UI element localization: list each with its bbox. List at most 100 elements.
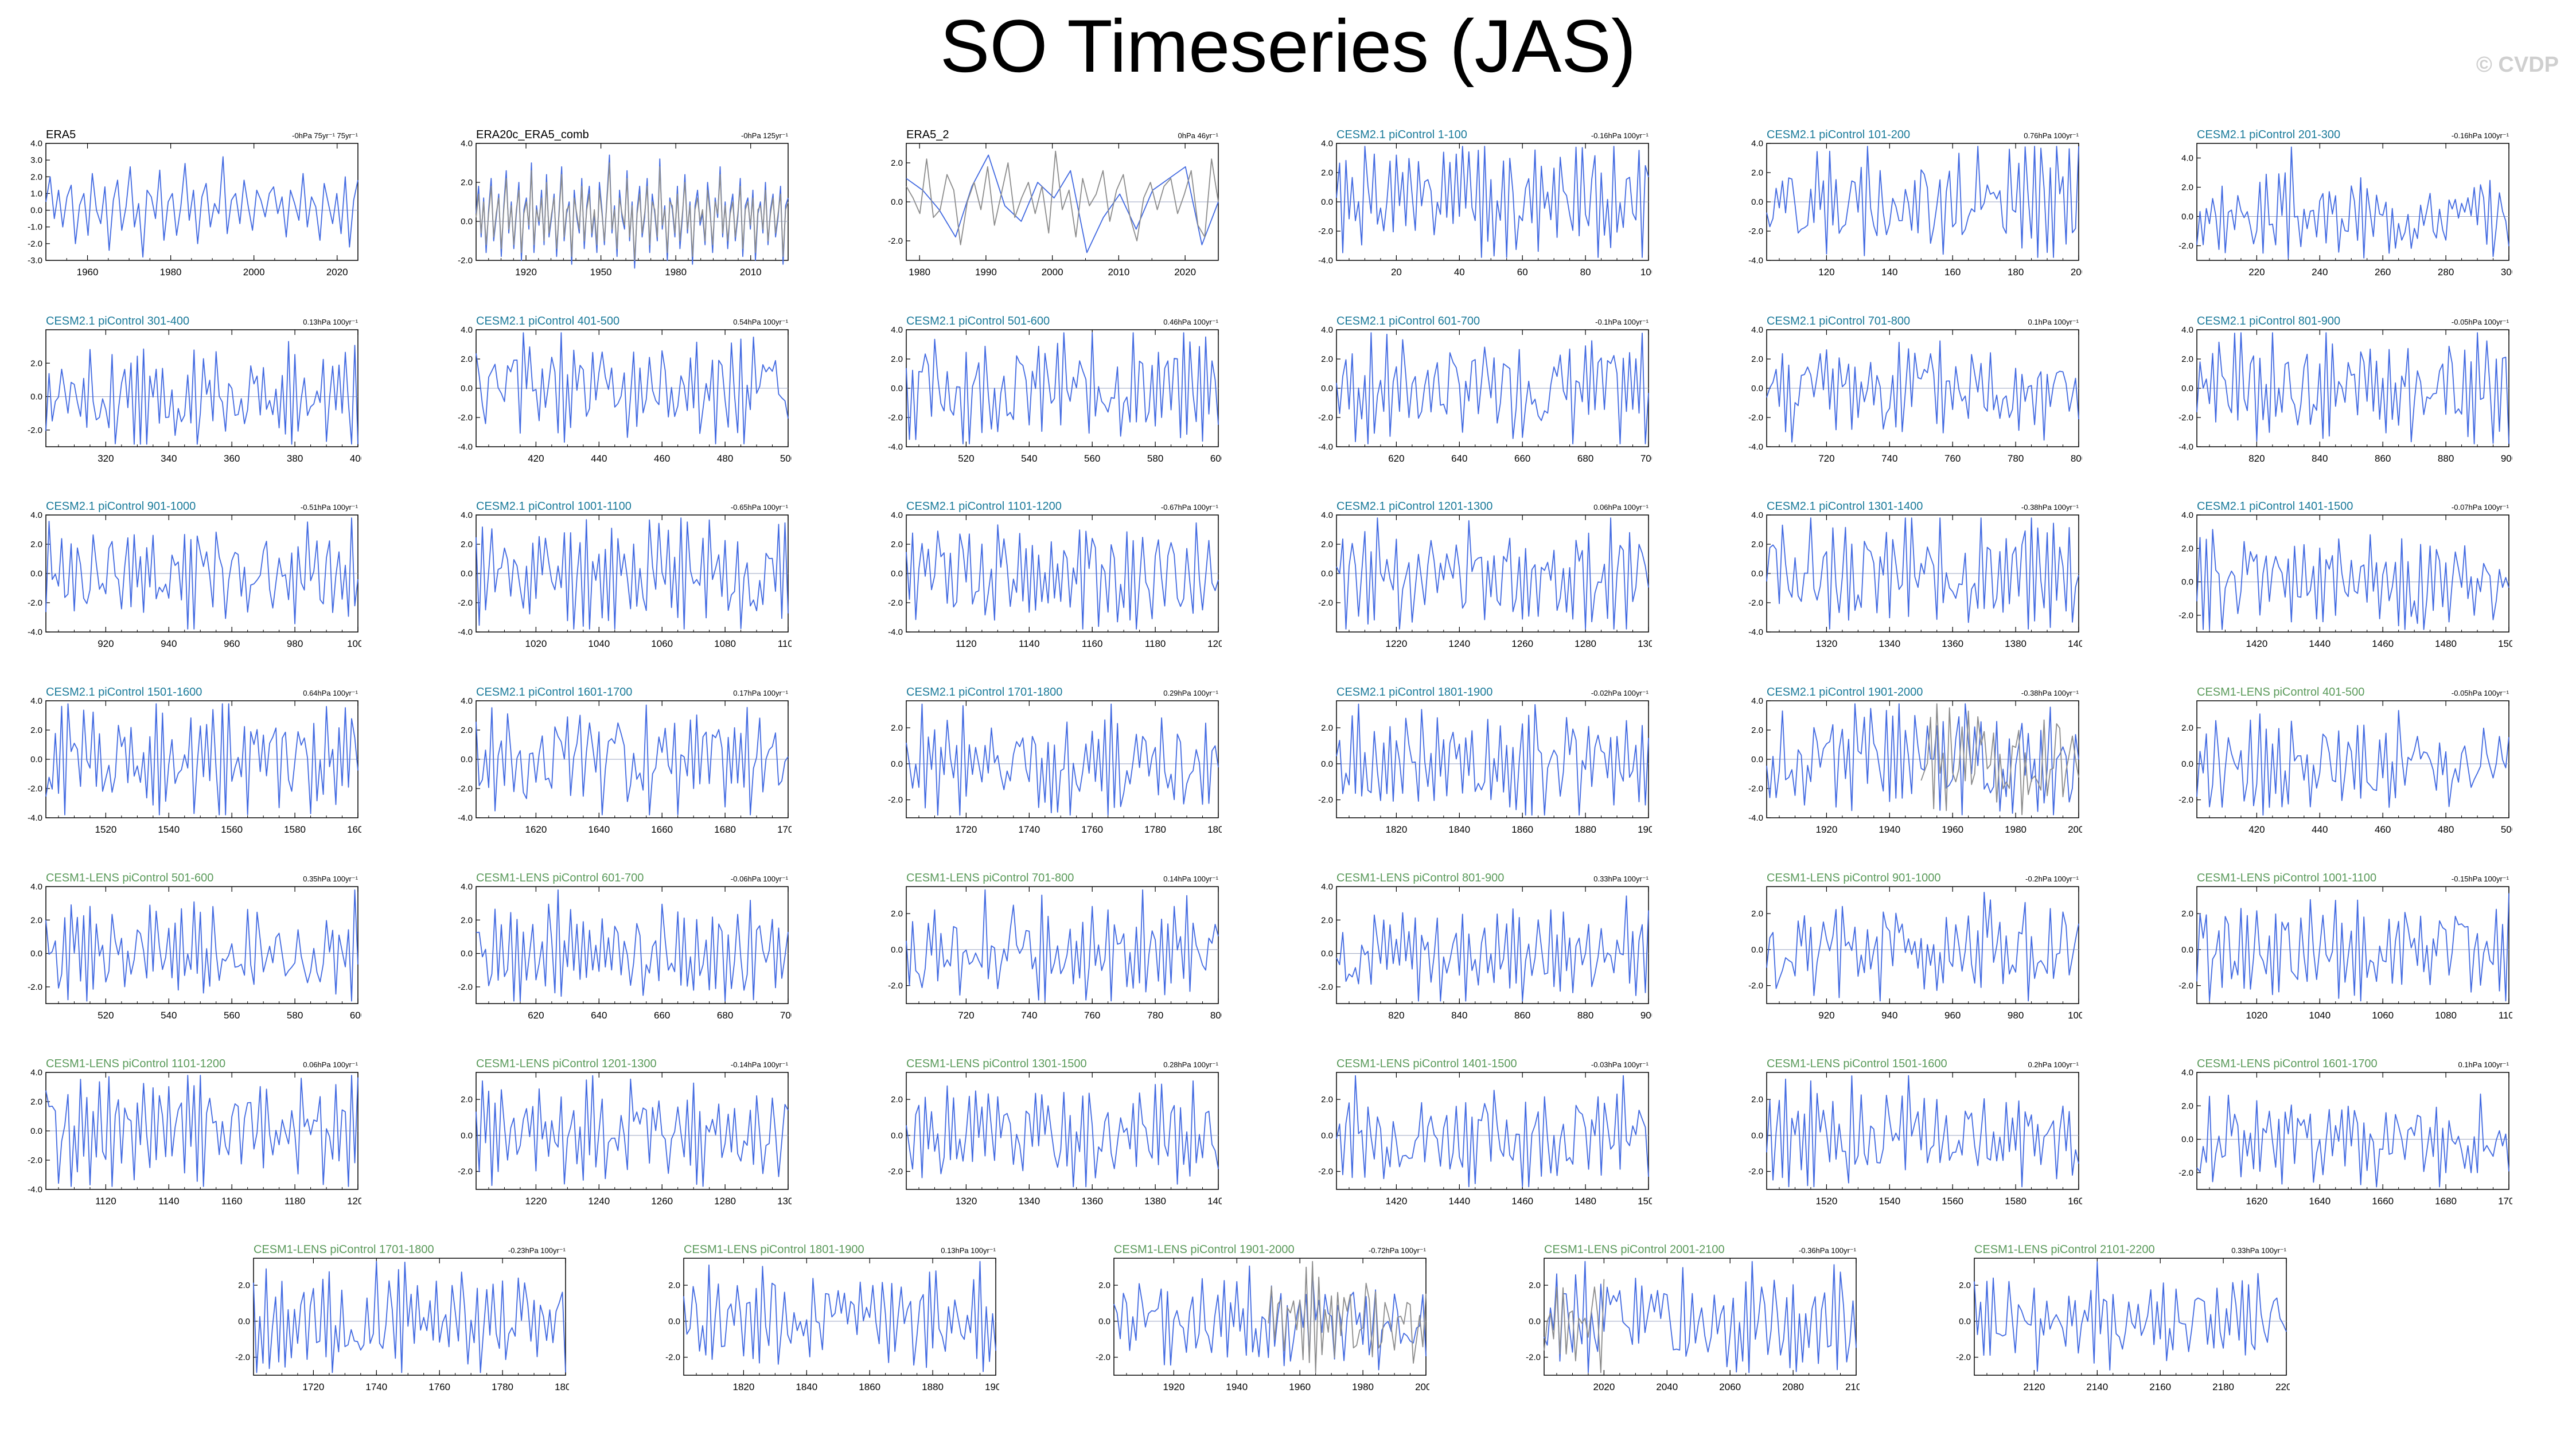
x-tick-label: 880 (2438, 453, 2454, 464)
y-tick-label: -2.0 (28, 784, 42, 794)
x-tick-label: 840 (2312, 453, 2328, 464)
x-tick-label: 1380 (1144, 1196, 1166, 1207)
y-tick-label: 2.0 (2181, 354, 2193, 364)
x-tick-label: 1300 (777, 1196, 792, 1207)
panel-trend: 0.14hPa 100yr⁻¹ (1163, 875, 1218, 883)
y-tick-label: 4.0 (461, 325, 473, 335)
panel-trend: 0.64hPa 100yr⁻¹ (303, 689, 358, 697)
x-tick-label: 1580 (2005, 1196, 2026, 1207)
x-tick-label: 1240 (588, 1196, 610, 1207)
y-tick-label: -2.0 (888, 1167, 903, 1177)
x-tick-label: 1560 (221, 824, 243, 835)
series-line (1336, 895, 1649, 1002)
series-line (45, 1075, 358, 1187)
chart-panel: CESM2.1 piControl 101-200 0.76hPa 100yr⁻¹… (1748, 128, 2082, 278)
x-tick-label: 120 (1818, 267, 1834, 278)
y-tick-label: -4.0 (458, 442, 473, 452)
x-tick-label: 2020 (326, 267, 348, 278)
series-line (45, 341, 358, 445)
y-tick-label: -2.0 (1526, 1353, 1541, 1363)
x-tick-label: 1440 (2309, 638, 2331, 649)
x-tick-label: 1480 (1575, 1196, 1596, 1207)
series-line (683, 1261, 996, 1372)
x-tick-label: 960 (1944, 1010, 1961, 1021)
x-tick-label: 1400 (1207, 1196, 1222, 1207)
y-tick-label: 2.0 (461, 915, 473, 925)
chart-panel: CESM2.1 piControl 801-900 -0.05hPa 100yr⁻… (2179, 315, 2512, 464)
series-line (476, 332, 789, 444)
y-tick-label: -2.0 (1748, 227, 1763, 236)
y-tick-label: -2.0 (458, 982, 473, 992)
y-tick-label: 0.0 (461, 569, 473, 579)
x-tick-label: 1940 (1226, 1382, 1248, 1392)
series-line (253, 1261, 566, 1373)
panel-trend: 0.35hPa 100yr⁻¹ (303, 875, 358, 883)
x-tick-label: 1840 (796, 1382, 817, 1392)
x-tick-label: 1980 (665, 267, 687, 278)
chart-panel: CESM2.1 piControl 601-700 -0.1hPa 100yr⁻¹… (1318, 315, 1652, 464)
series-line (1113, 1265, 1427, 1371)
panel-title: CESM1-LENS piControl 1001-1100 (2197, 872, 2376, 884)
series-line (476, 1075, 789, 1187)
x-tick-label: 1500 (2498, 638, 2512, 649)
x-tick-label: 1320 (955, 1196, 977, 1207)
y-tick-label: -2.0 (458, 256, 473, 266)
panel-title: CESM2.1 piControl 401-500 (476, 315, 619, 327)
panel-trend: 0.1hPa 100yr⁻¹ (2458, 1060, 2509, 1069)
y-tick-label: -4.0 (1748, 442, 1763, 452)
x-tick-label: 980 (2008, 1010, 2024, 1021)
y-tick-label: 0.0 (1959, 1317, 1971, 1326)
chart-panel: CESM2.1 piControl 1301-1400 -0.38hPa 100y… (1748, 500, 2082, 649)
x-tick-label: 1660 (2372, 1196, 2394, 1207)
x-tick-label: 620 (1388, 453, 1404, 464)
panel-trend: -0.36hPa 100yr⁻¹ (1799, 1246, 1857, 1255)
y-tick-label: 4.0 (2181, 510, 2193, 520)
x-tick-label: 700 (1640, 453, 1652, 464)
y-tick-label: 0.0 (30, 1126, 42, 1136)
x-tick-label: 780 (2008, 453, 2024, 464)
x-tick-label: 1950 (590, 267, 612, 278)
x-tick-label: 240 (2312, 267, 2328, 278)
y-tick-label: 2.0 (461, 1095, 473, 1105)
panel-trend: -0.67hPa 100yr⁻¹ (1161, 503, 1219, 512)
y-tick-label: 0.0 (2181, 945, 2193, 955)
y-tick-label: 0.0 (2181, 1135, 2193, 1145)
x-tick-label: 780 (1147, 1010, 1163, 1021)
plot-frame (1336, 700, 1649, 818)
x-tick-label: 2100 (1845, 1382, 1860, 1392)
panel-title: CESM2.1 piControl 601-700 (1336, 315, 1480, 327)
x-tick-label: 1540 (158, 824, 180, 835)
x-tick-label: 2140 (2086, 1382, 2108, 1392)
series-line (476, 517, 789, 630)
series-line (906, 889, 1219, 1002)
x-tick-label: 460 (2375, 824, 2391, 835)
plot-frame (906, 886, 1219, 1004)
x-tick-label: 760 (1084, 1010, 1100, 1021)
series-line (1766, 340, 2079, 443)
x-tick-label: 1460 (1511, 1196, 1533, 1207)
x-tick-label: 1520 (95, 824, 116, 835)
panel-title: CESM2.1 piControl 301-400 (46, 315, 189, 327)
panel-trend: -0.38hPa 100yr⁻¹ (2021, 503, 2079, 512)
x-tick-label: 1980 (909, 267, 930, 278)
x-tick-label: 1360 (1942, 638, 1963, 649)
y-tick-label: 2.0 (1321, 354, 1333, 364)
y-tick-label: 2.0 (461, 178, 473, 188)
x-tick-label: 2010 (1108, 267, 1129, 278)
plot-frame (45, 329, 358, 447)
panel-title: CESM1-LENS piControl 501-600 (46, 872, 213, 884)
x-tick-label: 2020 (1174, 267, 1196, 278)
panel-title: CESM2.1 piControl 101-200 (1767, 128, 1910, 141)
y-tick-label: -2.0 (888, 981, 903, 991)
x-tick-label: 1180 (285, 1196, 306, 1207)
y-tick-label: 4.0 (1321, 325, 1333, 335)
y-tick-label: 0.0 (30, 949, 42, 959)
x-tick-label: 1500 (1638, 1196, 1652, 1207)
x-tick-label: 1360 (1081, 1196, 1103, 1207)
panel-trend: 0.46hPa 100yr⁻¹ (1163, 318, 1218, 326)
chart-panel: CESM2.1 piControl 1701-1800 0.29hPa 100yr… (888, 686, 1222, 835)
x-tick-label: 1820 (732, 1382, 754, 1392)
y-tick-label: 0.0 (891, 197, 903, 207)
panel-trend: -0.51hPa 100yr⁻¹ (301, 503, 358, 512)
panel-trend: 0.06hPa 100yr⁻¹ (303, 1060, 358, 1069)
